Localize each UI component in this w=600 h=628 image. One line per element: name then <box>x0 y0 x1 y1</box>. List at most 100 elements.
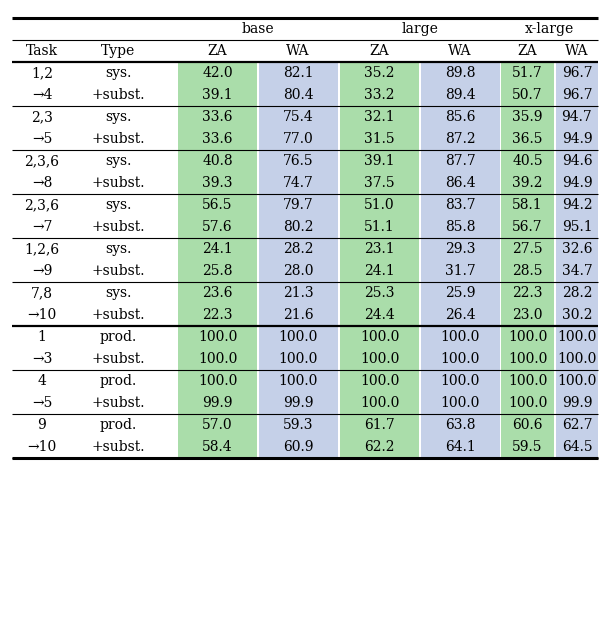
Text: 51.7: 51.7 <box>512 66 543 80</box>
Text: →9: →9 <box>32 264 52 278</box>
Bar <box>556 326 598 370</box>
Text: 2,3: 2,3 <box>31 110 53 124</box>
Bar <box>340 194 419 238</box>
Bar <box>178 326 257 370</box>
Text: 63.8: 63.8 <box>445 418 476 432</box>
Text: 23.6: 23.6 <box>202 286 233 300</box>
Text: 64.5: 64.5 <box>562 440 592 454</box>
Text: 62.2: 62.2 <box>364 440 395 454</box>
Text: 9: 9 <box>38 418 46 432</box>
Bar <box>421 194 500 238</box>
Text: 96.7: 96.7 <box>562 88 592 102</box>
Text: 23.1: 23.1 <box>364 242 395 256</box>
Text: 57.6: 57.6 <box>202 220 233 234</box>
Text: +subst.: +subst. <box>91 264 145 278</box>
Bar <box>178 370 257 414</box>
Bar <box>556 150 598 194</box>
Text: Type: Type <box>101 44 135 58</box>
Text: 77.0: 77.0 <box>283 132 314 146</box>
Text: 94.7: 94.7 <box>562 110 592 124</box>
Text: 100.0: 100.0 <box>279 374 318 388</box>
Bar <box>421 62 500 106</box>
Text: sys.: sys. <box>105 66 131 80</box>
Text: +subst.: +subst. <box>91 396 145 410</box>
Text: 58.4: 58.4 <box>202 440 233 454</box>
Text: prod.: prod. <box>100 374 137 388</box>
Text: 34.7: 34.7 <box>562 264 592 278</box>
Text: WA: WA <box>286 44 310 58</box>
Text: 80.2: 80.2 <box>283 220 314 234</box>
Bar <box>259 194 338 238</box>
Text: 26.4: 26.4 <box>445 308 476 322</box>
Text: +subst.: +subst. <box>91 88 145 102</box>
Bar <box>178 194 257 238</box>
Text: →8: →8 <box>32 176 52 190</box>
Text: 95.1: 95.1 <box>562 220 592 234</box>
Text: 61.7: 61.7 <box>364 418 395 432</box>
Text: 82.1: 82.1 <box>283 66 314 80</box>
Text: sys.: sys. <box>105 110 131 124</box>
Bar <box>501 326 554 370</box>
Bar <box>501 150 554 194</box>
Text: 94.9: 94.9 <box>562 176 592 190</box>
Text: Task: Task <box>26 44 58 58</box>
Bar <box>340 370 419 414</box>
Text: 99.9: 99.9 <box>562 396 592 410</box>
Text: 99.9: 99.9 <box>283 396 314 410</box>
Text: 100.0: 100.0 <box>441 352 480 366</box>
Text: 22.3: 22.3 <box>202 308 233 322</box>
Bar <box>259 106 338 150</box>
Text: 50.7: 50.7 <box>512 88 543 102</box>
Text: 96.7: 96.7 <box>562 66 592 80</box>
Text: →7: →7 <box>32 220 52 234</box>
Text: 32.1: 32.1 <box>364 110 395 124</box>
Text: 40.5: 40.5 <box>512 154 543 168</box>
Text: 39.3: 39.3 <box>202 176 233 190</box>
Text: 85.6: 85.6 <box>445 110 476 124</box>
Text: +subst.: +subst. <box>91 176 145 190</box>
Text: sys.: sys. <box>105 154 131 168</box>
Bar <box>421 150 500 194</box>
Text: 100.0: 100.0 <box>441 396 480 410</box>
Text: 59.5: 59.5 <box>512 440 543 454</box>
Text: 39.1: 39.1 <box>202 88 233 102</box>
Text: 100.0: 100.0 <box>198 352 237 366</box>
Text: 100.0: 100.0 <box>441 374 480 388</box>
Text: +subst.: +subst. <box>91 132 145 146</box>
Text: 25.3: 25.3 <box>364 286 395 300</box>
Text: 60.9: 60.9 <box>283 440 314 454</box>
Text: 100.0: 100.0 <box>557 374 596 388</box>
Text: 32.6: 32.6 <box>562 242 592 256</box>
Text: 100.0: 100.0 <box>198 374 237 388</box>
Text: 100.0: 100.0 <box>508 374 547 388</box>
Text: 89.4: 89.4 <box>445 88 476 102</box>
Text: 28.2: 28.2 <box>283 242 314 256</box>
Bar <box>178 62 257 106</box>
Text: 4: 4 <box>38 374 46 388</box>
Bar <box>421 282 500 326</box>
Text: 29.3: 29.3 <box>445 242 476 256</box>
Bar <box>556 282 598 326</box>
Text: 100.0: 100.0 <box>279 330 318 344</box>
Text: 36.5: 36.5 <box>512 132 543 146</box>
Text: 51.1: 51.1 <box>364 220 395 234</box>
Bar <box>178 106 257 150</box>
Text: 28.5: 28.5 <box>512 264 543 278</box>
Bar <box>259 282 338 326</box>
Text: 94.2: 94.2 <box>562 198 592 212</box>
Text: 60.6: 60.6 <box>512 418 543 432</box>
Text: 87.7: 87.7 <box>445 154 476 168</box>
Bar <box>340 414 419 458</box>
Bar <box>421 326 500 370</box>
Bar <box>259 62 338 106</box>
Text: →10: →10 <box>28 440 56 454</box>
Text: 76.5: 76.5 <box>283 154 314 168</box>
Text: 56.7: 56.7 <box>512 220 543 234</box>
Text: 35.2: 35.2 <box>364 66 395 80</box>
Bar <box>259 414 338 458</box>
Bar <box>259 370 338 414</box>
Text: 100.0: 100.0 <box>198 330 237 344</box>
Text: 28.0: 28.0 <box>283 264 314 278</box>
Bar <box>259 238 338 282</box>
Bar <box>556 106 598 150</box>
